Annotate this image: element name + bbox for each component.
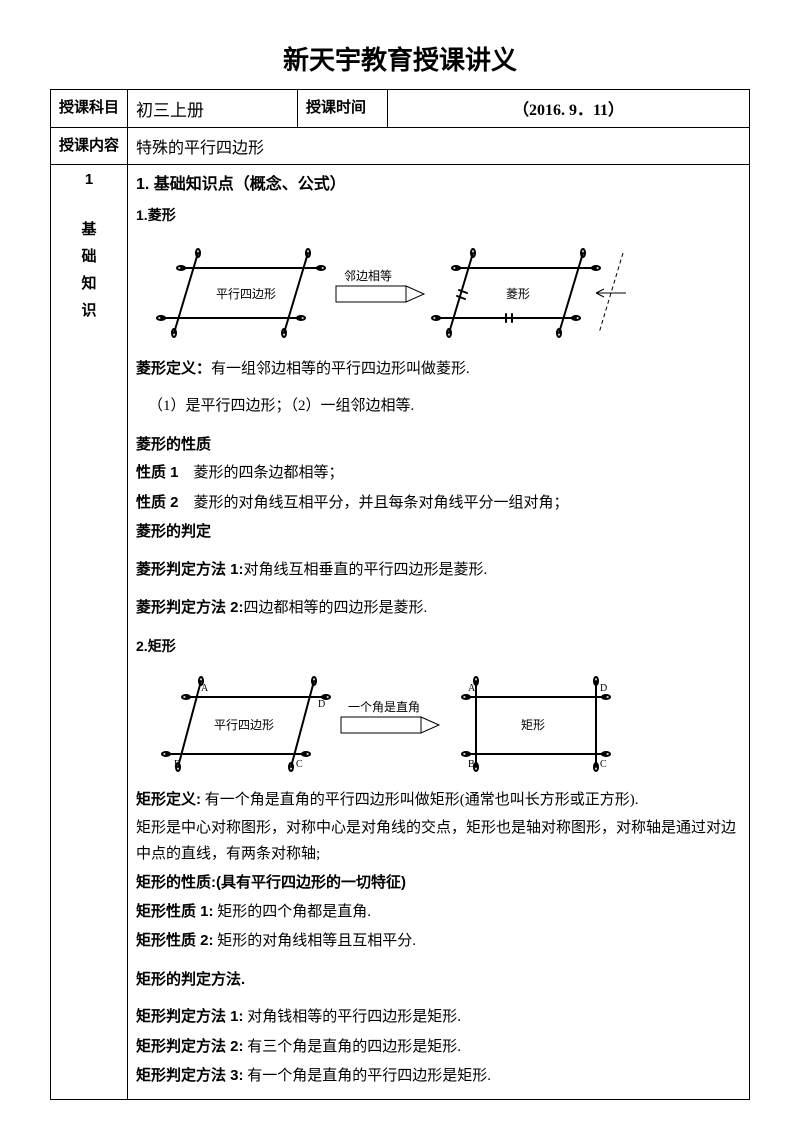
- rhombus-judge-h: 菱形的判定: [136, 519, 741, 545]
- lesson-table: 授课科目 初三上册 授课时间 （2016. 9．11） 授课内容 特殊的平行四边…: [50, 89, 750, 1100]
- rhombus-prop2-text: 菱形的对角线互相平分，并且每条对角线平分一组对角；: [194, 495, 569, 511]
- rect-left-D: D: [318, 699, 325, 710]
- rhombus-judge2-label: 菱形判定方法 2:: [136, 599, 244, 616]
- page-title: 新天宇教育授课讲义: [50, 40, 750, 77]
- rect-right-D: D: [600, 683, 607, 694]
- rect-left-A: A: [201, 683, 209, 694]
- rect-left-label: 平行四边形: [214, 718, 274, 732]
- rect-left-C: C: [296, 759, 303, 770]
- content-label: 授课内容: [51, 128, 128, 165]
- subject-label: 授课科目: [51, 90, 128, 128]
- rect-right-B: B: [468, 759, 475, 770]
- rect-prop2-label: 矩形性质 2:: [136, 932, 214, 949]
- rect-def-text: 有一个角是直角的平行四边形叫做矩形(通常也叫长方形或正方形).: [205, 792, 639, 808]
- rhombus-def-text: 有一组邻边相等的平行四边形叫做菱形.: [211, 361, 470, 377]
- rect-note: 矩形是中心对称图形，对称中心是对角线的交点，矩形也是轴对称图形，对称轴是通过对边…: [136, 816, 741, 867]
- section-h1: 1. 基础知识点（概念、公式）: [136, 171, 741, 198]
- rect-judge3-text: 有一个角是直角的平行四边形是矩形.: [247, 1068, 491, 1084]
- rhombus-diagram: 平行四边形 邻边相等: [156, 238, 741, 348]
- rhombus-arrow-label: 邻边相等: [344, 269, 392, 283]
- side-heading: 1 基 础 知 识: [51, 165, 128, 1100]
- rect-diagram: A D B C 平行四边形 一个角是直角: [156, 669, 741, 779]
- time-value: （2016. 9．11）: [388, 90, 750, 128]
- rhombus-prop2-label: 性质 2: [136, 494, 179, 511]
- rhombus-cond: （1）是平行四边形；（2）一组邻边相等.: [148, 394, 741, 420]
- side-c1: 基: [59, 218, 119, 239]
- rhombus-props-h: 菱形的性质: [136, 432, 741, 458]
- rect-right-label: 矩形: [521, 718, 545, 732]
- side-c3: 知: [59, 272, 119, 293]
- rect-left-B: B: [174, 759, 181, 770]
- rhombus-judge2-text: 四边都相等的四边形是菱形.: [244, 600, 428, 616]
- rect-judge3-label: 矩形判定方法 3:: [136, 1067, 244, 1084]
- side-c4: 识: [59, 299, 119, 320]
- rect-judge2-text: 有三个角是直角的四边形是矩形.: [247, 1039, 461, 1055]
- content-value: 特殊的平行四边形: [128, 128, 750, 165]
- rect-judge1-label: 矩形判定方法 1:: [136, 1008, 244, 1025]
- rect-prop2-text: 矩形的对角线相等且互相平分.: [217, 933, 416, 949]
- rect-prop1-text: 矩形的四个角都是直角.: [217, 904, 371, 920]
- rhombus-prop1-text: 菱形的四条边都相等；: [194, 465, 344, 481]
- rhombus-left-label: 平行四边形: [216, 287, 276, 301]
- rect-right-A: A: [468, 683, 476, 694]
- rect-right-C: C: [600, 759, 607, 770]
- side-c2: 础: [59, 245, 119, 266]
- rect-judge2-label: 矩形判定方法 2:: [136, 1038, 244, 1055]
- subject-value: 初三上册: [128, 90, 298, 128]
- side-num: 1: [59, 171, 119, 188]
- rect-prop1-label: 矩形性质 1:: [136, 903, 214, 920]
- rhombus-judge1-text: 对角线互相垂直的平行四边形是菱形.: [244, 562, 488, 578]
- rect-def-label: 矩形定义:: [136, 791, 201, 808]
- rect-props-h: 矩形的性质:(具有平行四边形的一切特征): [136, 870, 741, 896]
- rhombus-prop1-label: 性质 1: [136, 464, 179, 481]
- rect-arrow-label: 一个角是直角: [348, 700, 420, 714]
- rhombus-h2: 1.菱形: [136, 204, 741, 228]
- content-body: 1. 基础知识点（概念、公式） 1.菱形: [128, 165, 750, 1100]
- rect-h2: 2.矩形: [136, 635, 741, 659]
- rect-judge-h: 矩形的判定方法.: [136, 967, 741, 993]
- rect-judge1-text: 对角钱相等的平行四边形是矩形.: [247, 1009, 461, 1025]
- rhombus-def-label: 菱形定义：: [136, 360, 211, 377]
- time-label: 授课时间: [298, 90, 388, 128]
- rhombus-judge1-label: 菱形判定方法 1:: [136, 561, 244, 578]
- rhombus-right-label: 菱形: [506, 287, 530, 301]
